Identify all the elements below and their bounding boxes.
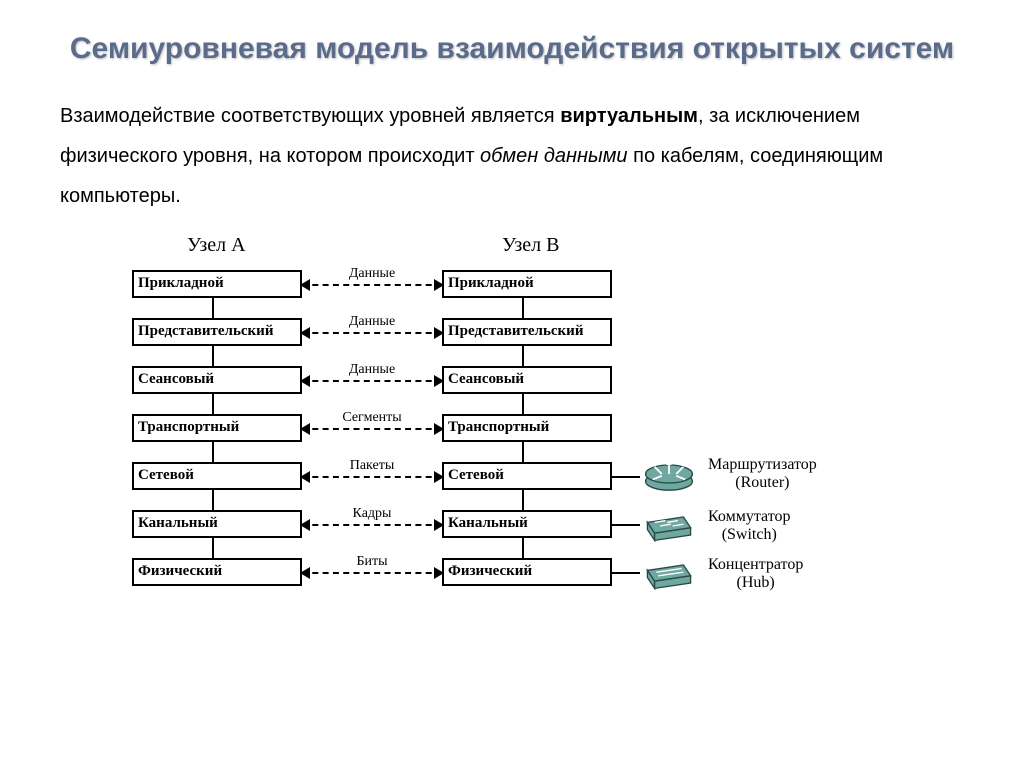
conn-label-2: Данные [307,362,437,378]
layer-box-b-1: Представительский [442,318,612,346]
device-connector-2 [612,572,640,574]
vline-left-3 [212,442,214,462]
router-icon [642,456,696,492]
vline-right-4 [522,490,524,510]
device-router: Маршрутизатор(Router) [642,456,817,492]
vline-right-1 [522,346,524,366]
layer-box-a-5: Канальный [132,510,302,538]
vline-right-3 [522,442,524,462]
switch-icon [642,508,696,544]
layer-box-a-4: Сетевой [132,462,302,490]
vline-left-2 [212,394,214,414]
dashed-arrow-4 [302,476,442,478]
dashed-arrow-1 [302,332,442,334]
column-header-a: Узел А [187,234,246,257]
dashed-arrow-3 [302,428,442,430]
device-label-hub: Концентратор(Hub) [708,556,803,591]
layer-box-a-6: Физический [132,558,302,586]
layer-box-a-0: Прикладной [132,270,302,298]
layer-box-b-5: Канальный [442,510,612,538]
layer-box-a-3: Транспортный [132,414,302,442]
device-hub: Концентратор(Hub) [642,556,803,592]
device-label-router: Маршрутизатор(Router) [708,456,817,491]
layer-box-b-3: Транспортный [442,414,612,442]
desc-bold: виртуальным [560,105,698,127]
conn-label-4: Пакеты [307,458,437,474]
device-connector-0 [612,476,640,478]
vline-left-1 [212,346,214,366]
dashed-arrow-2 [302,380,442,382]
device-label-switch: Коммутатор(Switch) [708,508,790,543]
dashed-arrow-6 [302,572,442,574]
device-switch: Коммутатор(Switch) [642,508,790,544]
conn-label-5: Кадры [307,506,437,522]
vline-left-4 [212,490,214,510]
vline-left-5 [212,538,214,558]
conn-label-6: Биты [307,554,437,570]
layer-box-b-4: Сетевой [442,462,612,490]
desc-part1: Взаимодействие соответствующих уровней я… [60,105,560,127]
layer-box-b-2: Сеансовый [442,366,612,394]
conn-label-1: Данные [307,314,437,330]
conn-label-0: Данные [307,266,437,282]
vline-right-0 [522,298,524,318]
conn-label-3: Сегменты [307,410,437,426]
column-header-b: Узел В [502,234,560,257]
device-connector-1 [612,524,640,526]
layer-box-b-6: Физический [442,558,612,586]
vline-right-2 [522,394,524,414]
desc-italic: обмен данными [480,145,628,167]
layer-box-b-0: Прикладной [442,270,612,298]
osi-diagram: Узел А Узел В Прикладной Прикладной Данные… [132,234,892,624]
hub-icon [642,556,696,592]
dashed-arrow-0 [302,284,442,286]
page-title: Семиуровневая модель взаимодействия откр… [60,30,964,68]
dashed-arrow-5 [302,524,442,526]
layer-box-a-1: Представительский [132,318,302,346]
vline-left-0 [212,298,214,318]
description-text: Взаимодействие соответствующих уровней я… [60,96,964,216]
vline-right-5 [522,538,524,558]
layer-box-a-2: Сеансовый [132,366,302,394]
